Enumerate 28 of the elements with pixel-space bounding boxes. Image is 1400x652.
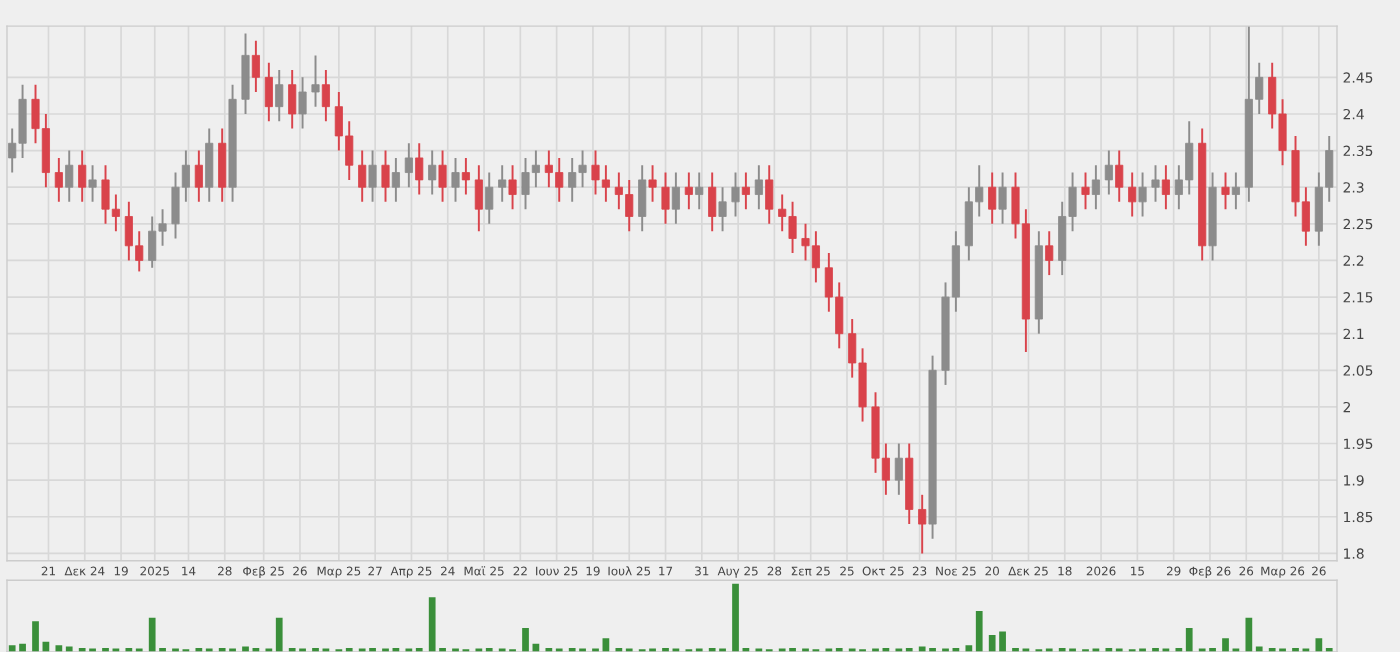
candlestick: [1138, 171, 1147, 218]
bar: [1185, 628, 1193, 652]
candlestick: [1221, 171, 1230, 211]
bar: [1222, 638, 1229, 652]
candlestick: [648, 164, 657, 203]
candlestick: [311, 54, 320, 108]
candlestick: [1151, 164, 1160, 203]
bar: [732, 583, 739, 652]
candlestick: [731, 171, 740, 218]
candlestick: [1045, 230, 1054, 277]
bar: [55, 645, 63, 652]
candlestick: [415, 142, 424, 196]
bar: [32, 621, 39, 652]
candlestick: [241, 32, 250, 115]
candlestick: [451, 156, 460, 203]
bar: [275, 617, 283, 652]
bar: [965, 645, 973, 652]
candlestick: [508, 164, 517, 211]
candlestick: [1081, 171, 1090, 211]
bar: [522, 628, 529, 652]
candlestick: [88, 164, 97, 203]
candlestick: [381, 149, 390, 203]
candlestick: [718, 186, 727, 233]
bar: [1315, 638, 1323, 652]
candlestick: [298, 76, 307, 130]
bar: [975, 611, 983, 652]
bar: [1245, 617, 1253, 652]
candlestick: [661, 171, 670, 225]
